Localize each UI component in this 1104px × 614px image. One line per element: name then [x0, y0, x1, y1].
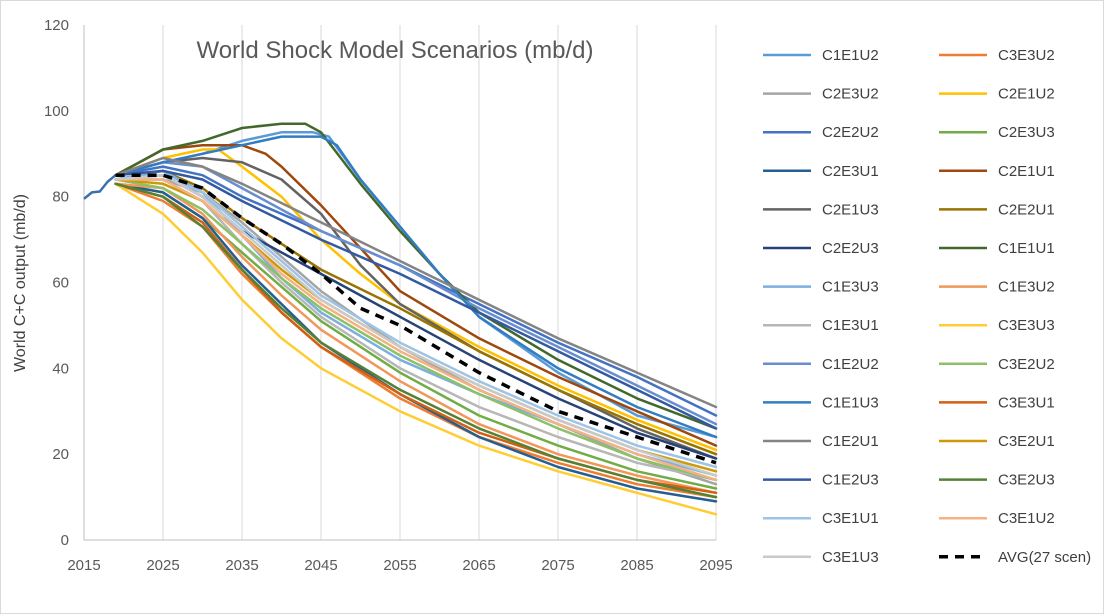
- legend-label: C2E3U3: [998, 124, 1055, 141]
- legend-label: C1E2U1: [822, 433, 879, 450]
- chart-title: World Shock Model Scenarios (mb/d): [196, 37, 593, 64]
- legend-label: C2E3U1: [822, 163, 879, 180]
- gridlines: [162, 25, 717, 540]
- series-line-c1e2u2: [114, 161, 718, 426]
- legend-label: C3E1U3: [822, 549, 879, 566]
- series-line-c3e3u3: [114, 182, 718, 516]
- series-line-c3e1u1: [114, 173, 718, 469]
- legend-label: C1E2U2: [822, 356, 879, 373]
- legend-label: C3E1U2: [998, 510, 1055, 527]
- y-tick-label: 0: [61, 532, 69, 549]
- legend-label: C3E1U1: [822, 510, 879, 527]
- series-line-c1e1u1: [114, 122, 718, 430]
- legend-label: C3E2U1: [998, 433, 1055, 450]
- legend-label: C2E2U2: [822, 124, 879, 141]
- series-line-c3e2u2: [114, 178, 718, 482]
- series-line-c2e3u2: [114, 178, 718, 486]
- y-tick-label: 120: [44, 17, 69, 34]
- series-line-c3e1u2: [114, 178, 718, 482]
- series-line-avg-27-scen: [115, 173, 717, 465]
- legend-label: C1E1U3: [822, 394, 879, 411]
- x-tick-label: 2025: [146, 557, 179, 574]
- legend-label: C2E2U3: [822, 240, 879, 257]
- series-line-c2e2u1: [114, 169, 718, 456]
- legend-label: C1E3U1: [822, 317, 879, 334]
- y-tick-label: 40: [52, 360, 69, 377]
- x-tick-label: 2085: [620, 557, 653, 574]
- legend-label: C2E1U1: [998, 163, 1055, 180]
- legend-label: C1E3U2: [998, 279, 1055, 296]
- y-tick-label: 100: [44, 103, 69, 120]
- legend-label: C1E2U3: [822, 472, 879, 489]
- series-line-c1e3u2: [114, 182, 718, 495]
- x-tick-label: 2075: [541, 557, 574, 574]
- legend-label: C2E2U1: [998, 201, 1055, 218]
- legend-label: C3E2U3: [998, 472, 1055, 489]
- legend-label: C1E1U1: [998, 240, 1055, 257]
- legend-label: C3E3U3: [998, 317, 1055, 334]
- legend-label: AVG(27 scen): [998, 549, 1091, 566]
- axes: 2015 2025 2035 2045 2055 2065 2075 2085 2095 0 20 4…: [44, 17, 733, 574]
- series-line-c1e2u3: [114, 169, 718, 430]
- x-tick-label: 2055: [383, 557, 416, 574]
- y-tick-label: 20: [52, 446, 69, 463]
- y-tick-label: 80: [52, 189, 69, 206]
- legend-label: C3E3U2: [998, 47, 1055, 64]
- y-axis-title: World C+C output (mb/d): [12, 194, 29, 372]
- series-line-c3e2u3: [114, 182, 718, 499]
- y-tick-label: 60: [52, 275, 69, 292]
- legend-label: C1E1U2: [822, 47, 879, 64]
- legend-label: C1E3U3: [822, 279, 879, 296]
- legend-label: C2E3U2: [822, 86, 879, 103]
- legend-label: C2E1U2: [998, 86, 1055, 103]
- x-tick-label: 2035: [225, 557, 258, 574]
- legend-label: C3E3U1: [998, 394, 1055, 411]
- series-line-c1e2u1: [114, 156, 718, 409]
- series-line-c3e1u3: [114, 173, 718, 477]
- x-tick-label: 2065: [462, 557, 495, 574]
- x-tick-label: 2045: [304, 557, 337, 574]
- series-line-c2e1u1: [114, 143, 718, 447]
- x-tick-label: 2095: [699, 557, 732, 574]
- series-line-c1e1u3: [114, 135, 718, 439]
- legend-label: C2E1U3: [822, 201, 879, 218]
- plot-series: [83, 122, 718, 516]
- history-line: [83, 174, 117, 200]
- legend: C1E1U2 C3E3U2 C2E3U2 C2E1U2 C2E2U2 C2E3U3 C2E3…: [763, 47, 1091, 566]
- legend-label: C3E2U2: [998, 356, 1055, 373]
- x-tick-label: 2015: [67, 557, 100, 574]
